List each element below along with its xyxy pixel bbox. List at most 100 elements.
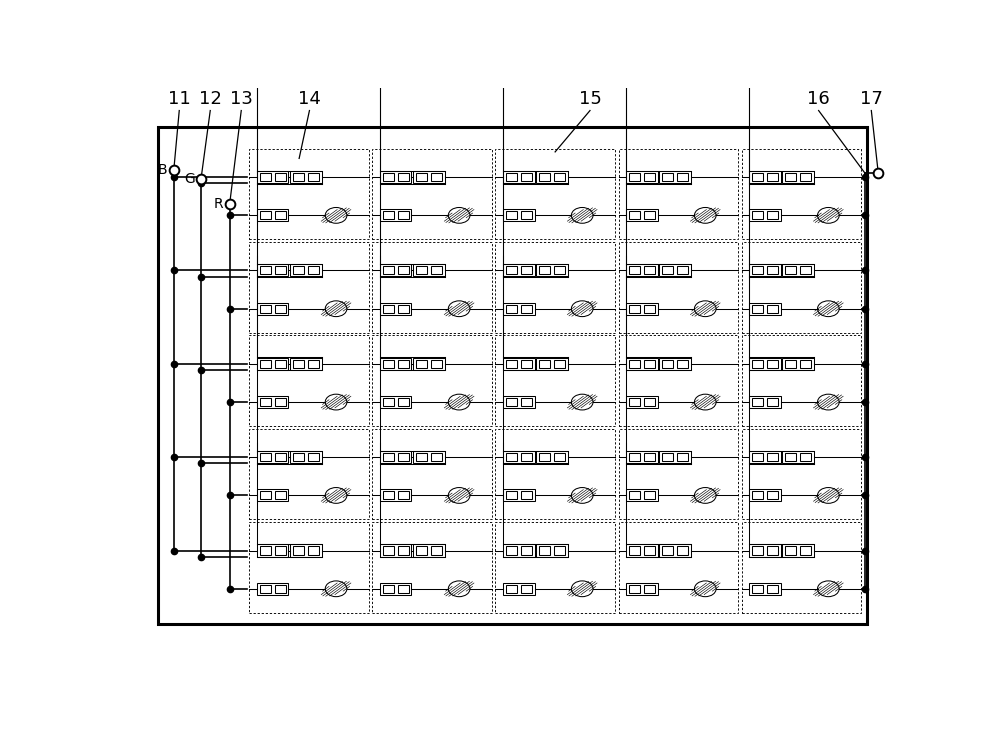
Bar	[767, 305, 778, 313]
Bar	[416, 547, 427, 555]
Bar	[659, 451, 691, 463]
Bar	[767, 173, 778, 181]
Bar	[767, 360, 778, 368]
Bar	[372, 335, 492, 426]
Bar	[431, 360, 442, 368]
Bar	[662, 266, 673, 274]
Bar	[767, 453, 778, 461]
Bar	[293, 360, 304, 368]
Bar	[383, 305, 394, 313]
Bar	[554, 360, 565, 368]
Bar	[257, 358, 288, 370]
Bar	[619, 149, 738, 239]
Bar	[626, 210, 658, 221]
Bar	[372, 429, 492, 519]
Bar	[413, 451, 445, 463]
Bar	[644, 398, 655, 406]
Text: 14: 14	[298, 89, 321, 108]
Bar	[785, 360, 796, 368]
Bar	[800, 173, 811, 181]
Text: 17: 17	[860, 89, 883, 108]
Bar	[752, 211, 763, 219]
Bar	[260, 398, 271, 406]
Bar	[275, 173, 286, 181]
Bar	[383, 360, 394, 368]
Bar	[554, 453, 565, 461]
Bar	[749, 545, 781, 556]
Bar	[431, 547, 442, 555]
Bar	[290, 358, 322, 370]
Bar	[413, 171, 445, 183]
Bar	[800, 453, 811, 461]
Bar	[785, 453, 796, 461]
Bar	[521, 305, 532, 313]
Bar	[752, 266, 763, 274]
Bar	[629, 360, 640, 368]
Bar	[503, 303, 535, 314]
Bar	[767, 585, 778, 593]
Bar	[383, 585, 394, 593]
Bar	[290, 265, 322, 276]
Bar	[249, 149, 369, 239]
Bar	[495, 429, 615, 519]
Bar	[539, 547, 550, 555]
Bar	[260, 211, 271, 219]
Bar	[626, 490, 658, 501]
Bar	[383, 491, 394, 499]
Bar	[308, 266, 319, 274]
Bar	[554, 547, 565, 555]
Text: G: G	[184, 172, 195, 186]
Bar	[629, 211, 640, 219]
Bar	[752, 453, 763, 461]
Bar	[626, 396, 658, 408]
Bar	[521, 547, 532, 555]
Bar	[398, 211, 409, 219]
Bar	[416, 266, 427, 274]
Bar	[749, 583, 781, 595]
Bar	[626, 265, 658, 276]
Bar	[506, 173, 517, 181]
Bar	[260, 305, 271, 313]
Bar	[677, 360, 688, 368]
Bar	[398, 491, 409, 499]
Bar	[800, 547, 811, 555]
Bar	[503, 583, 535, 595]
Bar	[503, 171, 535, 183]
Bar	[521, 266, 532, 274]
Text: 16: 16	[807, 89, 830, 108]
Bar	[380, 451, 411, 463]
Bar	[659, 358, 691, 370]
Bar	[629, 398, 640, 406]
Bar	[308, 173, 319, 181]
Bar	[398, 398, 409, 406]
Bar	[539, 360, 550, 368]
Bar	[785, 266, 796, 274]
Bar	[431, 173, 442, 181]
Bar	[662, 453, 673, 461]
Bar	[767, 547, 778, 555]
Bar	[629, 305, 640, 313]
Bar	[506, 305, 517, 313]
Bar	[767, 491, 778, 499]
Text: 12: 12	[199, 89, 222, 108]
Bar	[742, 522, 861, 613]
Bar	[416, 453, 427, 461]
Bar	[503, 545, 535, 556]
Bar	[677, 173, 688, 181]
Bar	[800, 360, 811, 368]
Bar	[749, 358, 781, 370]
Bar	[644, 305, 655, 313]
Bar	[521, 585, 532, 593]
Bar	[416, 173, 427, 181]
Bar	[659, 265, 691, 276]
Bar	[308, 453, 319, 461]
Text: 15: 15	[579, 89, 601, 108]
Bar	[626, 303, 658, 314]
Bar	[767, 266, 778, 274]
Bar	[619, 335, 738, 426]
Bar	[506, 547, 517, 555]
Bar	[380, 303, 411, 314]
Bar	[521, 360, 532, 368]
Bar	[383, 211, 394, 219]
Bar	[644, 547, 655, 555]
